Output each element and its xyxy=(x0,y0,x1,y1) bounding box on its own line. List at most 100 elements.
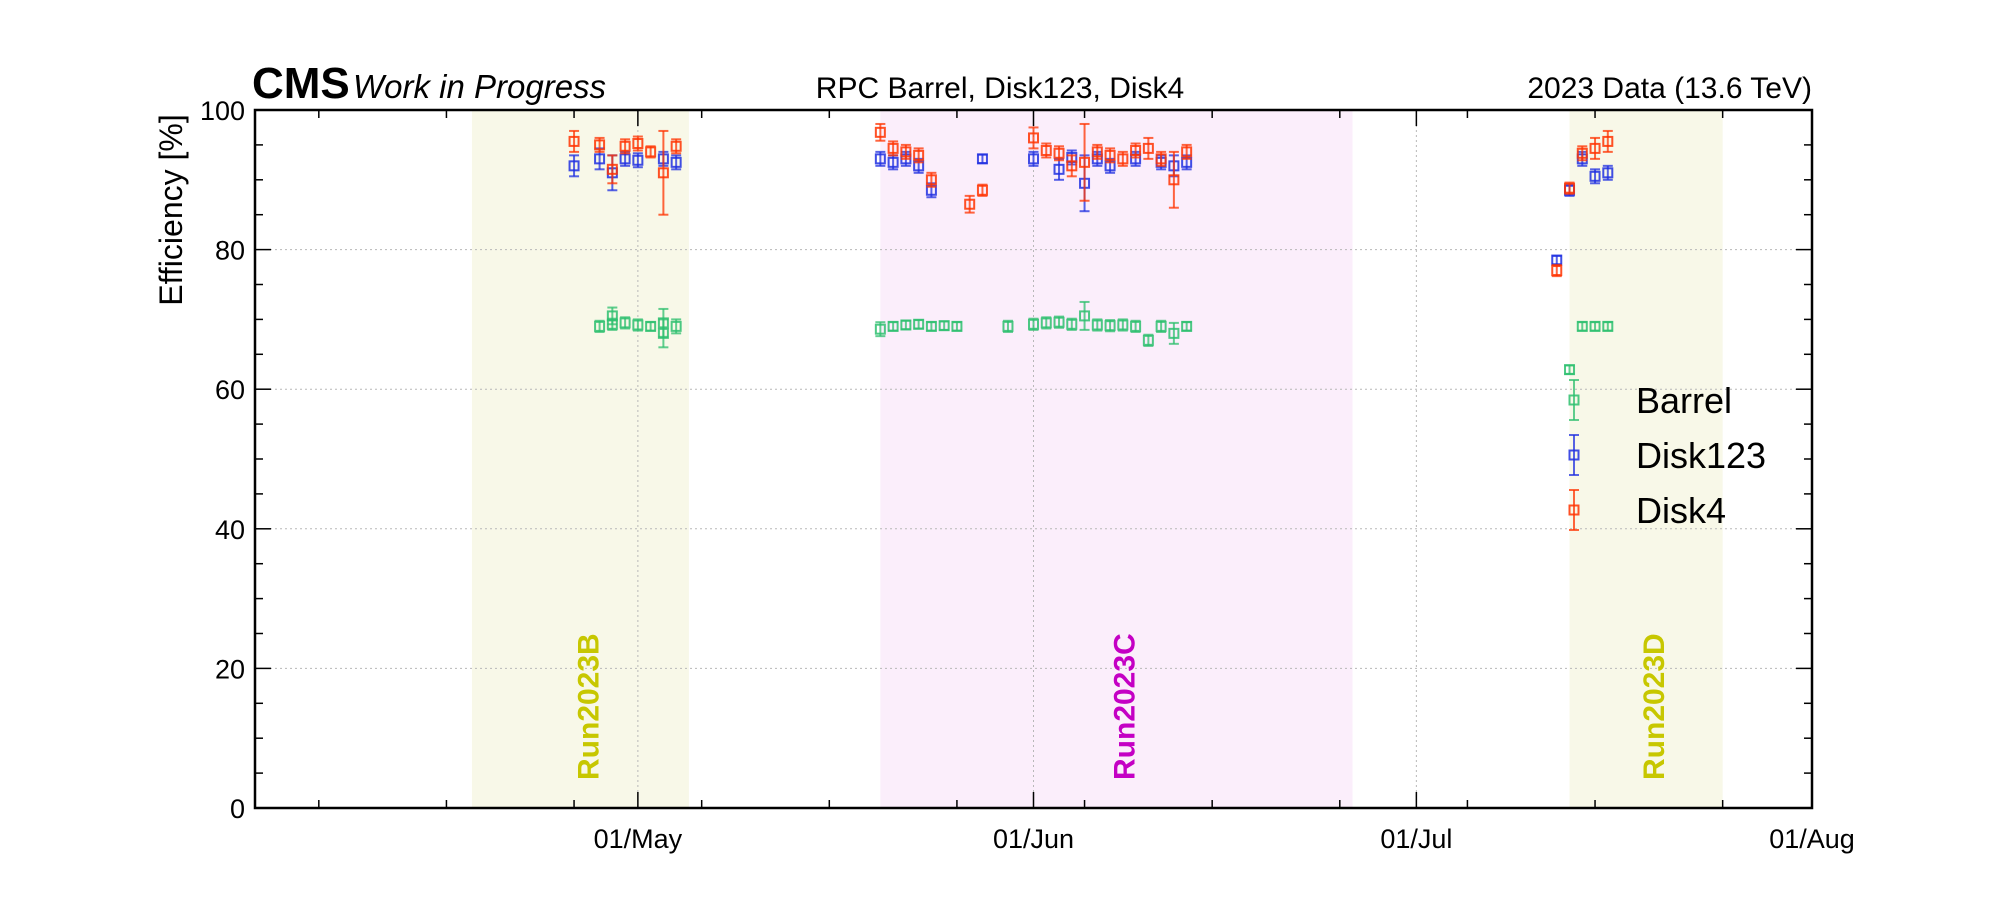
point-barrel-29-marker xyxy=(1181,320,1193,332)
point-barrel-20-marker xyxy=(1066,318,1078,330)
point-disk4-14-marker xyxy=(976,184,988,196)
point-barrel-27-marker xyxy=(1155,320,1167,332)
legend-marker-disk123-marker xyxy=(1568,449,1580,461)
point-barrel-31-marker xyxy=(1576,320,1588,332)
point-disk4-16-marker xyxy=(1040,144,1052,156)
point-disk4-25 xyxy=(1155,150,1167,167)
point-barrel-7 xyxy=(657,318,669,349)
x-tick-label-0: 01/May xyxy=(594,824,683,854)
point-barrel-29 xyxy=(1181,320,1193,332)
y-tick-label-0: 0 xyxy=(230,794,245,824)
point-disk4-22-marker xyxy=(1117,153,1129,165)
point-disk4-31-marker xyxy=(1589,142,1601,154)
point-disk123-1-marker xyxy=(594,153,606,165)
point-disk4-13 xyxy=(964,194,976,214)
legend-marker-disk4-marker xyxy=(1568,504,1580,516)
y-axis-label: Efficiency [%] xyxy=(153,114,189,305)
point-disk4-30-marker xyxy=(1576,147,1588,159)
y-tick-label-2: 40 xyxy=(215,515,245,545)
point-disk4-32-marker xyxy=(1602,135,1614,147)
point-disk4-2-marker xyxy=(606,163,618,175)
experiment-label: CMS xyxy=(252,59,350,108)
point-barrel-23 xyxy=(1104,319,1116,333)
point-barrel-8-marker xyxy=(670,320,682,332)
point-barrel-13 xyxy=(925,320,937,332)
point-disk4-2 xyxy=(606,154,618,185)
point-disk4-3 xyxy=(619,138,631,155)
point-disk4-30 xyxy=(1576,145,1588,162)
point-disk4-28-marker xyxy=(1551,265,1563,277)
point-barrel-0 xyxy=(594,319,606,333)
y-tick-label-4: 80 xyxy=(215,236,245,266)
point-barrel-5 xyxy=(645,320,657,332)
point-disk4-12 xyxy=(925,171,937,188)
point-barrel-27 xyxy=(1155,319,1167,333)
point-barrel-22 xyxy=(1091,318,1103,332)
point-disk4-1-marker xyxy=(594,139,606,151)
y-tick-label-1: 20 xyxy=(215,654,245,684)
legend-label-disk123: Disk123 xyxy=(1636,435,1766,476)
point-barrel-4 xyxy=(632,318,644,332)
point-disk4-10-marker xyxy=(900,146,912,158)
legend-label-disk4: Disk4 xyxy=(1636,490,1726,531)
legend-marker-disk4 xyxy=(1568,489,1580,531)
point-barrel-19 xyxy=(1053,315,1065,329)
point-barrel-16-marker xyxy=(1002,320,1014,332)
point-disk4-24 xyxy=(1142,136,1154,160)
point-disk123-6-marker xyxy=(670,156,682,168)
point-disk4-24-marker xyxy=(1142,142,1154,154)
point-disk4-8-marker xyxy=(874,126,886,138)
point-disk123-7 xyxy=(874,150,886,167)
point-disk4-12-marker xyxy=(925,174,937,186)
point-barrel-7-marker xyxy=(657,327,669,339)
point-barrel-14-marker xyxy=(938,320,950,332)
dataset-label: 2023 Data (13.6 TeV) xyxy=(1527,72,1812,105)
series-barrel xyxy=(594,300,1614,376)
point-disk4-0-marker xyxy=(568,135,580,147)
point-barrel-2 xyxy=(606,306,618,326)
point-barrel-10 xyxy=(887,320,899,332)
x-tick-label-1: 01/Jun xyxy=(993,824,1074,854)
axes-frame xyxy=(253,108,1814,810)
point-disk4-25-marker xyxy=(1155,153,1167,165)
point-barrel-32 xyxy=(1589,320,1601,332)
point-barrel-24 xyxy=(1117,318,1129,332)
tick-labels: 0 20 40 60 80 100 01/May 01/Jun 01/Jul 01/Aug xyxy=(200,96,1855,854)
point-disk4-17-marker xyxy=(1053,147,1065,159)
point-disk4-20 xyxy=(1091,143,1103,160)
point-barrel-9-marker xyxy=(874,323,886,335)
point-disk4-10 xyxy=(900,143,912,160)
point-barrel-11 xyxy=(900,319,912,331)
point-barrel-15-marker xyxy=(951,320,963,332)
x-tick-label-2: 01/Jul xyxy=(1380,824,1452,854)
y-tick-label-3: 60 xyxy=(215,375,245,405)
run-labels: Run2023B Run2023C Run2023D xyxy=(572,633,1671,780)
point-disk4-16 xyxy=(1040,142,1052,159)
point-barrel-11-marker xyxy=(900,319,912,331)
point-disk4-0 xyxy=(568,129,580,153)
point-disk4-5 xyxy=(645,145,657,159)
point-disk4-9-marker xyxy=(887,142,899,154)
point-disk123-26-marker xyxy=(1589,170,1601,182)
grid xyxy=(255,110,1812,808)
point-barrel-23-marker xyxy=(1104,320,1116,332)
point-barrel-5-marker xyxy=(645,320,657,332)
point-disk4-19 xyxy=(1079,122,1091,202)
point-disk4-19-marker xyxy=(1079,156,1091,168)
point-barrel-26-marker xyxy=(1142,334,1154,346)
point-barrel-21-marker xyxy=(1079,310,1091,322)
point-disk4-6-marker xyxy=(657,167,669,179)
point-disk4-26 xyxy=(1168,150,1180,209)
point-barrel-30-marker xyxy=(1564,364,1576,376)
point-disk4-21-marker xyxy=(1104,149,1116,161)
point-disk4-1 xyxy=(594,136,606,153)
point-disk123-27-marker xyxy=(1602,167,1614,179)
x-tick-label-3: 01/Aug xyxy=(1769,824,1855,854)
point-disk123-13-marker xyxy=(1028,153,1039,165)
point-disk4-9 xyxy=(887,140,899,157)
point-barrel-33 xyxy=(1602,320,1614,332)
point-barrel-26 xyxy=(1142,333,1154,347)
point-disk4-18 xyxy=(1066,154,1078,178)
